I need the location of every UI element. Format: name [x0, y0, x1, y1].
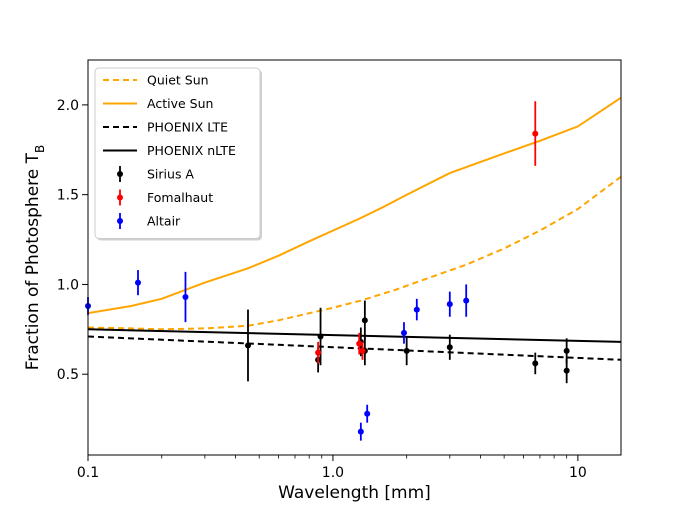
marker-altair — [400, 329, 407, 336]
point-altair — [182, 271, 189, 323]
curve-phoenix-lte — [88, 335, 621, 361]
marker-fomalhaut — [315, 349, 322, 356]
y-tick-label: 1.0 — [57, 277, 79, 293]
point-sirius-a — [532, 352, 539, 375]
x-tick-label: 10 — [569, 465, 587, 481]
curve-quiet-sun — [88, 175, 621, 331]
marker-fomalhaut — [359, 347, 366, 354]
marker-altair — [182, 294, 189, 300]
marker-fomalhaut — [356, 340, 363, 347]
marker-altair — [134, 279, 141, 286]
point-altair — [400, 322, 407, 344]
legend-label-active-sun: Active Sun — [147, 96, 213, 111]
point-sirius-a — [403, 336, 410, 366]
x-axis: 0.1 1.0 10 — [77, 455, 587, 481]
x-axis-label: Wavelength [mm] — [278, 483, 431, 503]
point-fomalhaut — [532, 101, 539, 166]
legend-marker-altair — [117, 218, 123, 224]
legend-marker-fomalhaut — [117, 194, 123, 201]
point-altair — [134, 270, 141, 296]
point-sirius-a — [244, 309, 251, 382]
point-altair — [357, 422, 364, 441]
marker-sirius-a — [361, 317, 368, 324]
marker-sirius-a — [563, 367, 570, 374]
point-sirius-a — [317, 307, 324, 366]
marker-altair — [357, 428, 364, 435]
curve-phoenix-nlte — [88, 328, 621, 343]
legend-label-phoenix-lte: PHOENIX LTE — [147, 120, 228, 135]
point-altair — [446, 291, 453, 317]
point-fomalhaut — [359, 341, 366, 360]
marker-sirius-a — [563, 347, 570, 354]
legend-label-quiet-sun: Quiet Sun — [147, 73, 209, 88]
model-curves — [88, 96, 621, 361]
point-altair — [364, 404, 371, 423]
legend: Quiet Sun Active Sun PHOENIX LTE PHOENIX nL… — [94, 67, 262, 241]
legend-label-altair: Altair — [147, 214, 181, 229]
point-altair — [463, 284, 470, 317]
point-sirius-a — [446, 334, 453, 360]
marker-altair — [463, 297, 470, 304]
data-points — [85, 101, 570, 441]
y-tick-label: 0.5 — [57, 367, 79, 383]
marker-sirius-a — [244, 342, 251, 349]
marker-altair — [446, 301, 453, 308]
point-sirius-a — [361, 300, 368, 341]
marker-fomalhaut — [532, 130, 539, 137]
x-tick-label: 1.0 — [322, 465, 344, 481]
point-fomalhaut — [356, 332, 363, 355]
legend-label-fomalhaut: Fomalhaut — [147, 190, 213, 205]
curve-active-sun — [88, 96, 621, 315]
legend-box — [94, 67, 261, 239]
marker-sirius-a — [446, 344, 453, 351]
marker-altair — [364, 410, 371, 417]
marker-sirius-a — [317, 333, 324, 340]
y-axis-label: Fraction of Photosphere TB — [23, 145, 47, 371]
marker-sirius-a — [403, 347, 410, 354]
legend-marker-sirius-a — [117, 171, 123, 177]
legend-label-phoenix-nlte: PHOENIX nLTE — [147, 143, 236, 158]
y-tick-label: 2.0 — [57, 98, 79, 114]
point-fomalhaut — [315, 341, 322, 364]
y-tick-label: 1.5 — [57, 188, 79, 204]
marker-sirius-a — [532, 360, 539, 367]
plot-frame — [87, 59, 622, 456]
legend-label-sirius-a: Sirius A — [147, 167, 194, 182]
y-axis: 0.5 1.0 1.5 2.0 — [57, 98, 88, 383]
marker-altair — [413, 306, 420, 313]
point-sirius-a — [563, 358, 570, 384]
point-altair — [413, 298, 420, 321]
x-tick-label: 0.1 — [77, 465, 99, 481]
